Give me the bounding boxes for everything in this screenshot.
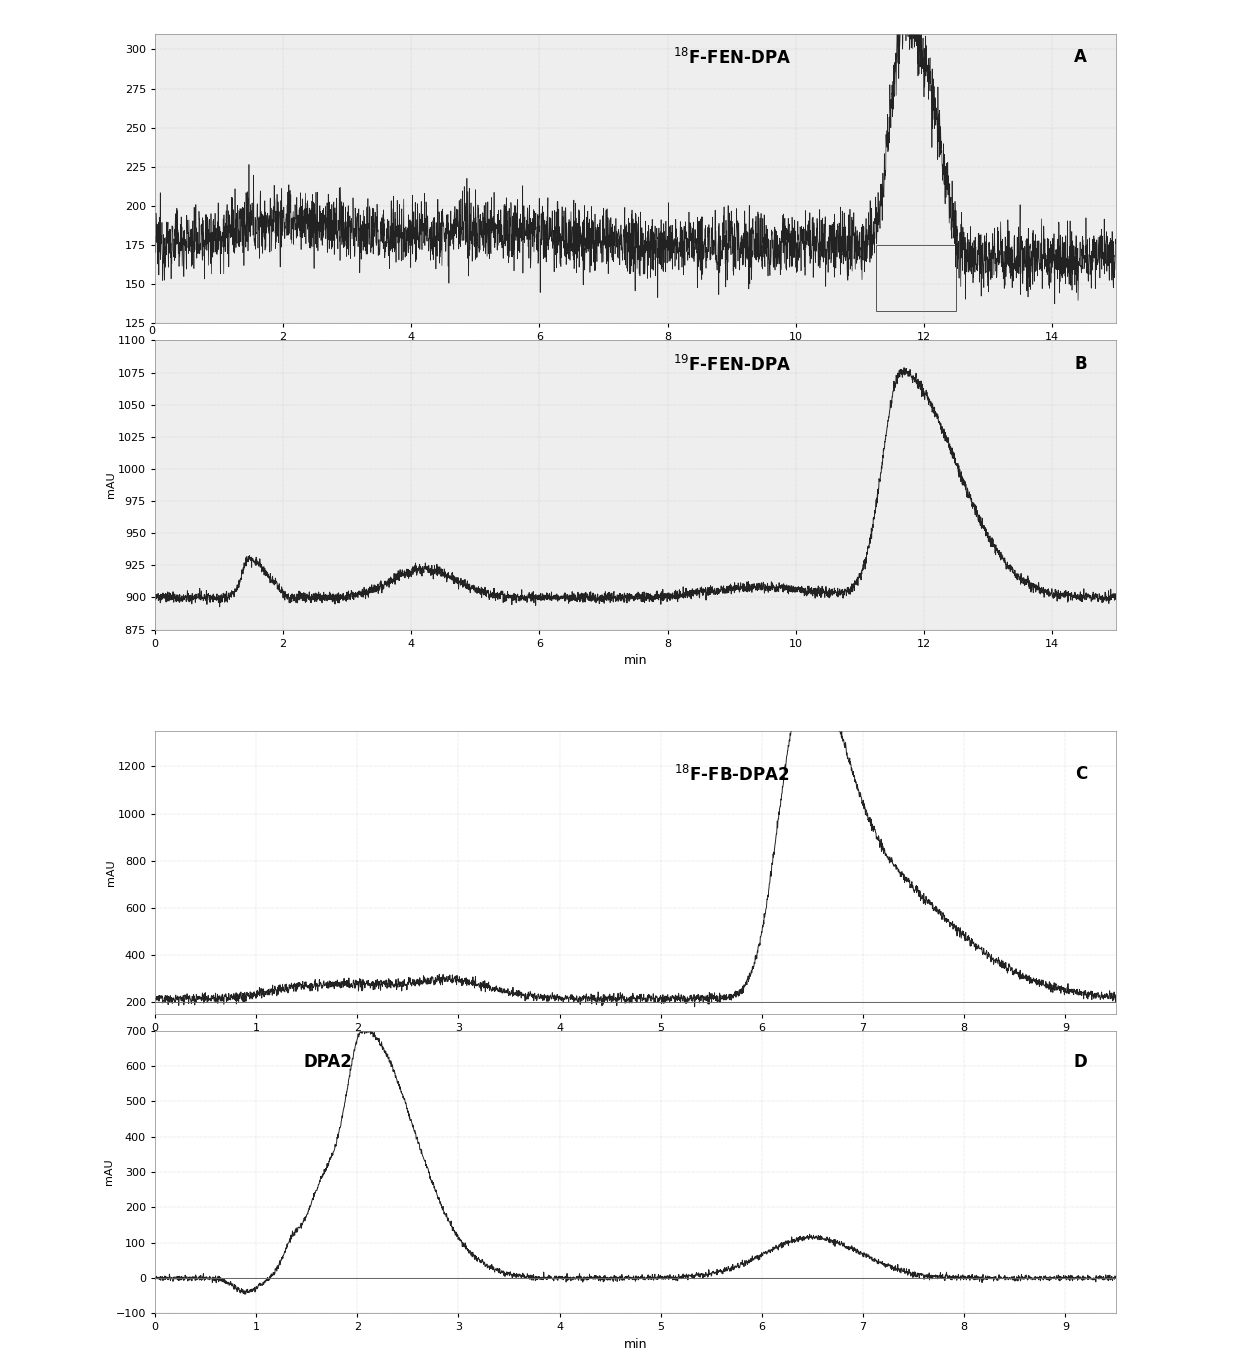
Text: 0: 0 — [148, 326, 155, 336]
Text: A: A — [1074, 49, 1087, 66]
Bar — [875, 245, 956, 310]
X-axis label: min: min — [624, 1338, 647, 1351]
Text: $^{19}$F-FEN-DPA: $^{19}$F-FEN-DPA — [672, 355, 791, 375]
Text: D: D — [1074, 1053, 1087, 1071]
Y-axis label: mAU: mAU — [104, 1159, 114, 1185]
X-axis label: min: min — [624, 1039, 647, 1051]
Y-axis label: mAU: mAU — [107, 860, 117, 886]
Text: C: C — [1075, 765, 1087, 783]
Y-axis label: mAU: mAU — [107, 471, 117, 498]
Text: $^{18}$F-FEN-DPA: $^{18}$F-FEN-DPA — [672, 49, 791, 69]
Text: B: B — [1075, 355, 1087, 372]
Text: DPA2: DPA2 — [304, 1053, 352, 1071]
X-axis label: min: min — [624, 654, 647, 668]
Text: $^{18}$F-FB-DPA2: $^{18}$F-FB-DPA2 — [673, 765, 790, 785]
